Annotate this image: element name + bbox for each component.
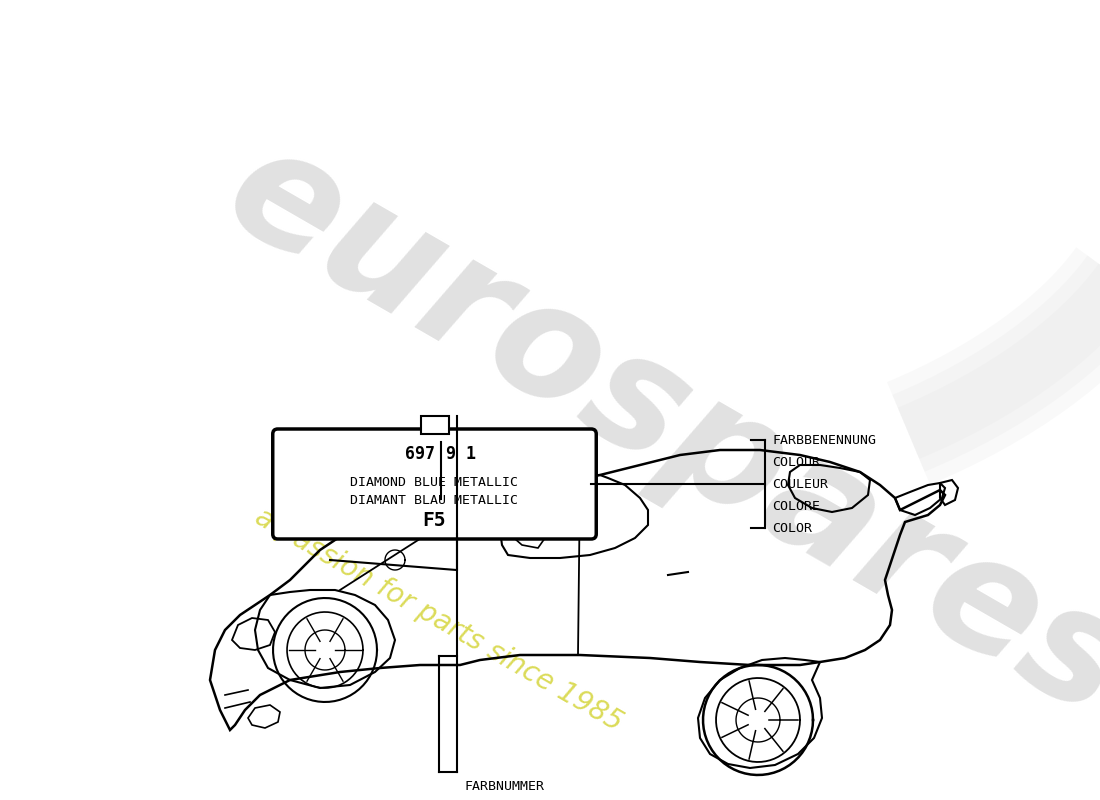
Text: DIAMANT BLAU METALLIC: DIAMANT BLAU METALLIC — [351, 494, 518, 507]
Text: COLORE: COLORE — [772, 499, 821, 513]
Text: F5: F5 — [422, 510, 447, 530]
Text: 9 1: 9 1 — [447, 445, 476, 463]
Text: FARBBENENNUNG: FARBBENENNUNG — [772, 434, 877, 446]
Bar — [420, 416, 449, 434]
Text: 697: 697 — [405, 445, 435, 463]
Text: COLOR: COLOR — [772, 522, 813, 534]
Text: FARBNUMMER: FARBNUMMER — [464, 780, 544, 793]
FancyBboxPatch shape — [273, 429, 596, 539]
Text: COLOUR: COLOUR — [772, 455, 821, 469]
Text: eurospares: eurospares — [200, 110, 1100, 750]
Text: a passion for parts since 1985: a passion for parts since 1985 — [250, 503, 627, 737]
Text: COULEUR: COULEUR — [772, 478, 828, 490]
Text: DIAMOND BLUE METALLIC: DIAMOND BLUE METALLIC — [351, 475, 518, 489]
